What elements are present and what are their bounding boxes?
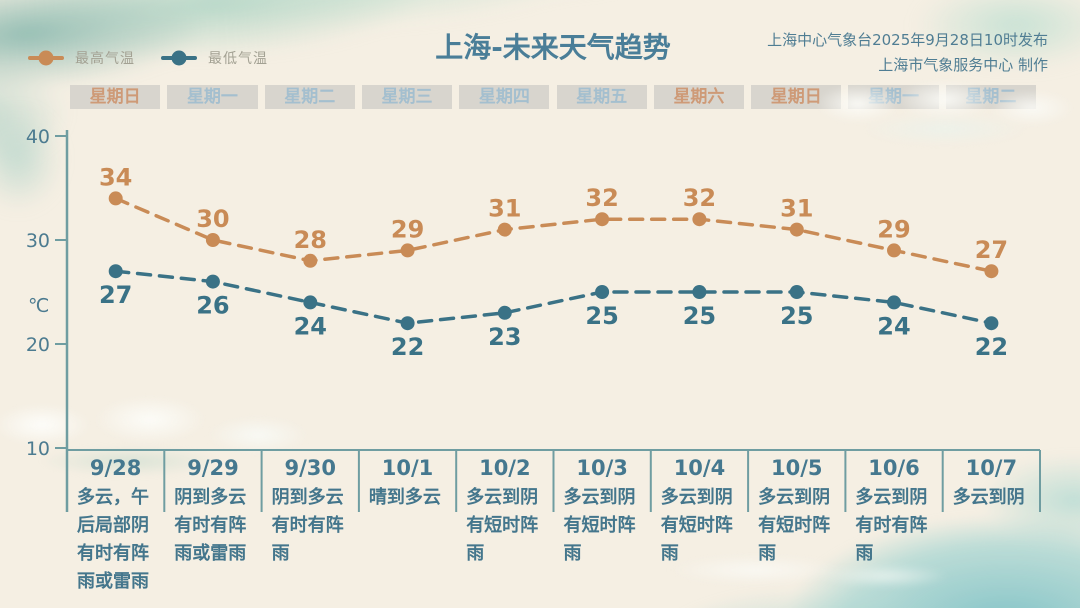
high-temp-line-marker-icon <box>28 50 64 66</box>
weekday-tab-5[interactable]: 星期四 <box>459 85 550 109</box>
page-title: 上海-未来天气趋势 <box>435 31 671 64</box>
issued-info: 上海中心气象台2025年9月28日10时发布 上海市气象服务中心 制作 <box>767 28 1048 78</box>
high-temp-value: 34 <box>99 163 132 191</box>
chart-legend: 最高气温 最低气温 <box>28 48 268 68</box>
high-temp-point <box>595 212 610 227</box>
low-temp-line <box>113 269 994 325</box>
low-temp-value: 24 <box>877 312 910 340</box>
legend-label-high: 最高气温 <box>75 51 135 67</box>
high-temp-point <box>789 222 804 237</box>
high-temp-point <box>887 243 901 258</box>
high-temp-point <box>303 253 318 268</box>
high-temp-value: 29 <box>877 215 910 243</box>
low-temp-value: 23 <box>488 323 521 351</box>
y-tick-label: 40 <box>26 126 50 148</box>
high-temp-value: 30 <box>196 205 229 233</box>
high-temp-point <box>400 243 415 258</box>
high-temp-value: 31 <box>488 195 521 223</box>
issued-line2: 上海市气象服务中心 制作 <box>878 55 1048 74</box>
legend-label-low: 最低气温 <box>208 51 268 67</box>
low-temp-value: 25 <box>585 302 618 330</box>
y-tick-label: 20 <box>26 334 50 356</box>
high-temp-line <box>113 196 994 273</box>
high-temp-value: 32 <box>585 184 618 212</box>
y-axis-unit-label: ℃ <box>28 295 49 317</box>
high-temp-value: 28 <box>294 226 327 254</box>
low-temp-line-marker-icon <box>161 50 197 66</box>
y-tick-label: 10 <box>26 438 50 460</box>
low-temp-point <box>303 295 318 310</box>
low-temp-point <box>108 264 123 279</box>
legend-item-low-temp: 最低气温 <box>161 48 268 68</box>
low-temp-dot-icon <box>171 50 187 66</box>
low-temp-point <box>205 274 220 289</box>
high-temp-value: 32 <box>683 184 716 212</box>
weekday-tab-3[interactable]: 星期二 <box>264 85 355 109</box>
low-temp-value: 27 <box>99 281 132 309</box>
weekday-tab-2[interactable]: 星期一 <box>167 85 258 109</box>
weekday-tab-8[interactable]: 星期日 <box>751 85 842 109</box>
low-temp-point <box>789 285 804 299</box>
weekday-tab-10[interactable]: 星期二 <box>945 85 1036 109</box>
high-temp-point <box>108 191 123 206</box>
weekday-tab-1[interactable]: 星期日 <box>70 85 161 109</box>
high-temp-point <box>984 264 999 279</box>
low-temp-point <box>595 285 610 299</box>
legend-item-high-temp: 最高气温 <box>28 48 135 68</box>
high-temp-value: 31 <box>780 195 813 223</box>
high-temp-point <box>692 212 707 227</box>
high-temp-point <box>205 233 220 247</box>
weekday-tab-row: 星期日 星期一 星期二 星期三 星期四 星期五 星期六 星期日 星期一 星期二 <box>0 85 1080 109</box>
weekday-tab-7[interactable]: 星期六 <box>653 85 745 109</box>
issued-line1: 上海中心气象台2025年9月28日10时发布 <box>767 31 1048 49</box>
weekday-tab-6[interactable]: 星期五 <box>556 85 647 109</box>
low-temp-point <box>887 295 901 310</box>
y-tick-label: 30 <box>26 230 50 252</box>
low-temp-value: 22 <box>391 333 424 361</box>
high-temp-value: 29 <box>391 215 424 243</box>
weekday-tab-9[interactable]: 星期一 <box>848 85 939 109</box>
low-temp-value: 25 <box>780 302 813 330</box>
low-temp-point <box>400 316 415 331</box>
weekday-tab-4[interactable]: 星期三 <box>361 85 453 109</box>
low-temp-value: 25 <box>683 302 716 330</box>
low-temp-point <box>984 316 999 331</box>
high-temp-point <box>497 222 512 237</box>
low-temp-point <box>692 285 707 299</box>
low-temp-value: 22 <box>975 333 1008 361</box>
high-temp-value: 27 <box>975 236 1008 264</box>
low-temp-point <box>497 305 512 320</box>
low-temp-value: 24 <box>294 312 327 340</box>
high-temp-dot-icon <box>38 50 54 66</box>
low-temp-value: 26 <box>196 292 229 320</box>
